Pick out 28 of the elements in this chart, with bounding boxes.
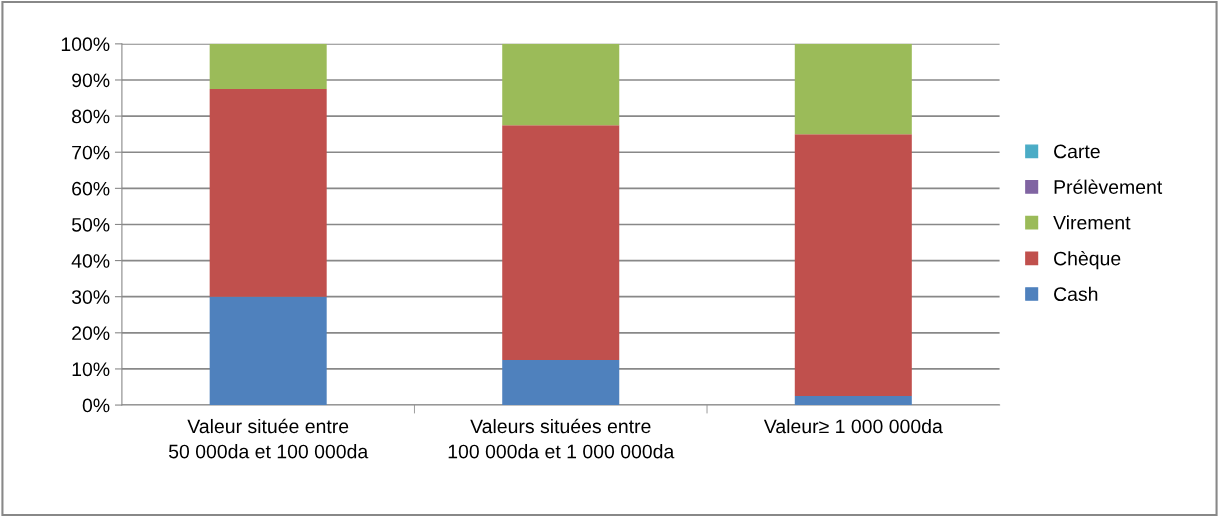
y-tick-label: 70%	[72, 145, 110, 160]
bar	[794, 396, 912, 406]
bar	[794, 43, 912, 135]
y-tick-label: 80%	[72, 109, 110, 124]
bar	[502, 359, 620, 406]
y-tick-label: 0%	[82, 398, 110, 413]
y-tick-label: 10%	[72, 362, 110, 377]
x-tick-label: Valeur≥ 1 000 000da	[763, 418, 943, 434]
y-tick-label: 100%	[61, 37, 110, 52]
legend-label: Prélèvement	[1054, 179, 1163, 194]
legend-label: Virement	[1053, 215, 1131, 230]
bar	[794, 134, 912, 397]
bar	[209, 296, 327, 406]
legend-label: Chèque	[1054, 250, 1121, 270]
legend-label: Cash	[1054, 286, 1098, 302]
bar	[209, 89, 327, 297]
x-tick-label: Valeurs situées entre 100 000da et 1 000 000da	[448, 418, 675, 459]
bar	[209, 43, 327, 90]
y-tick-label: 40%	[71, 254, 110, 268]
bar	[502, 43, 620, 126]
legend-label: Carte	[1054, 144, 1100, 159]
y-tick-label: 20%	[72, 326, 110, 341]
bar	[502, 125, 620, 360]
y-tick-label: 60%	[72, 181, 110, 196]
y-tick-label: 30%	[71, 290, 110, 304]
x-tick-label: Valeur située entre 50 000da et 100 000da	[168, 418, 369, 459]
y-tick-label: 90%	[72, 73, 110, 88]
y-tick-label: 50%	[71, 217, 110, 232]
